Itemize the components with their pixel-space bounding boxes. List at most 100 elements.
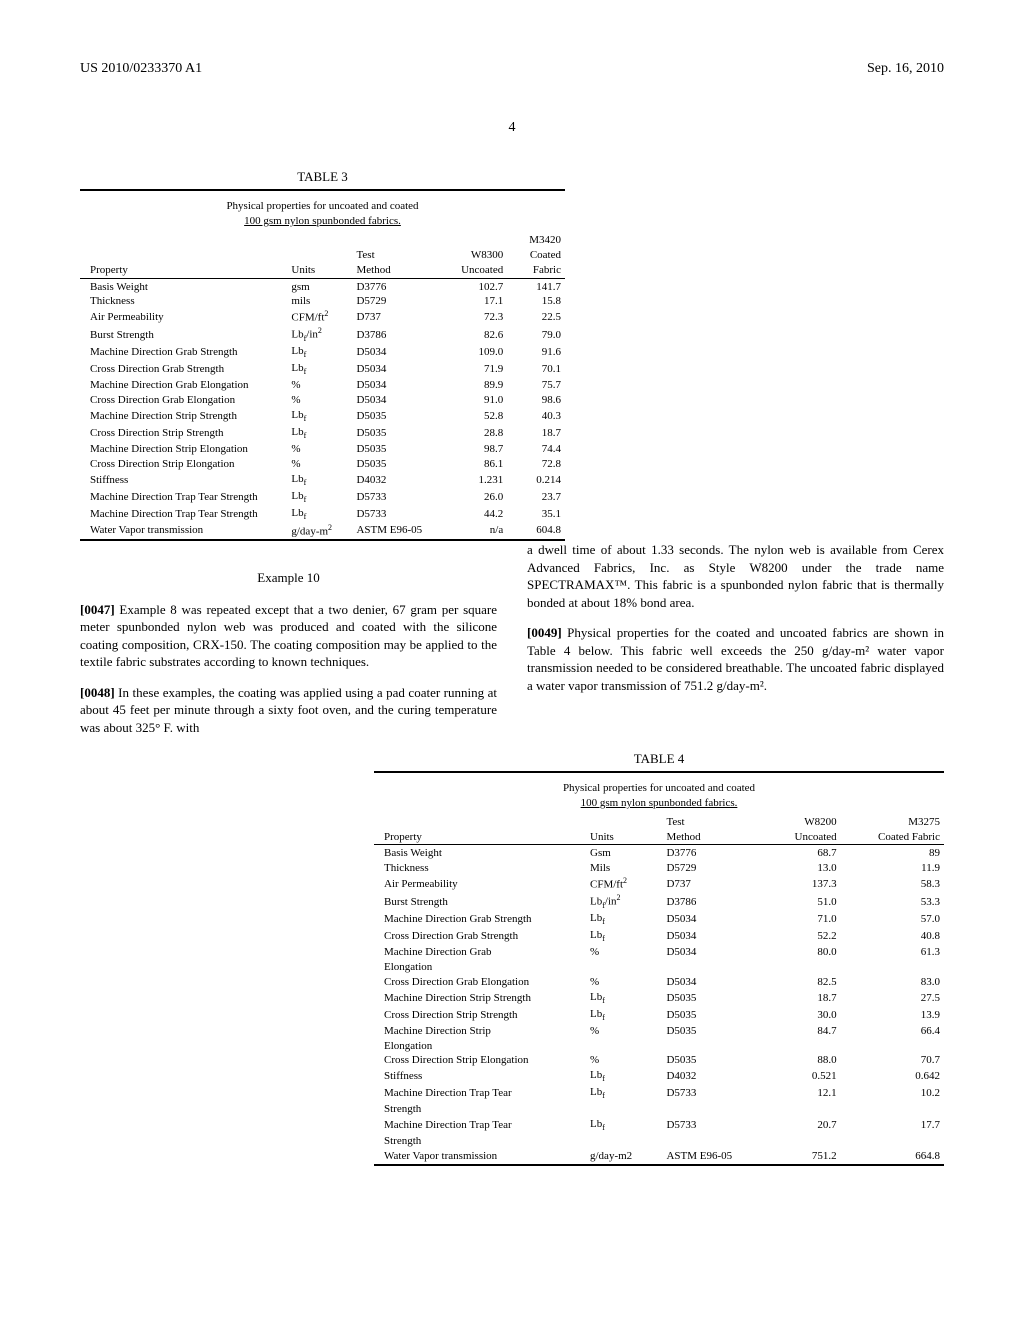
cell-method: D5034 <box>656 911 761 928</box>
cell-units: Lbf <box>580 911 656 928</box>
cell-units: Lbf <box>580 1007 656 1024</box>
cell-val2: 35.1 <box>507 506 565 523</box>
cell-method: D5729 <box>656 861 761 876</box>
table-row: Machine Direction Strip StrengthLbfD5035… <box>80 408 565 425</box>
cell-units: % <box>281 457 346 472</box>
cell-method: D5035 <box>656 990 761 1007</box>
para-0048-cont: a dwell time of about 1.33 seconds. The … <box>527 541 944 611</box>
cell-method: ASTM E96-05 <box>656 1149 761 1164</box>
cell-val1: 13.0 <box>762 861 841 876</box>
table-row: Machine Direction Grab StrengthLbfD50347… <box>374 911 944 928</box>
cell-val2: 53.3 <box>841 893 944 912</box>
cell-units: Lbf <box>281 344 346 361</box>
table-row: Machine Direction Grab%D503480.061.3 <box>374 945 944 960</box>
cell-units: % <box>580 945 656 960</box>
cell-property: Cross Direction Grab Strength <box>374 928 580 945</box>
cell-units: Lbf <box>580 1117 656 1134</box>
col-uncoated: W8200Uncoated <box>762 815 841 845</box>
cell-method: D5034 <box>346 344 438 361</box>
cell-method: D3776 <box>346 280 438 295</box>
table-row: Water Vapor transmissiong/day-m2ASTM E96… <box>374 1149 944 1164</box>
table-3-caption: Physical properties for uncoated and coa… <box>80 193 565 233</box>
cell-property: Basis Weight <box>374 846 580 861</box>
cell-method <box>656 1102 761 1117</box>
cell-property: Stiffness <box>374 1068 580 1085</box>
cell-val1: 137.3 <box>762 876 841 893</box>
col-method: TestMethod <box>656 815 761 845</box>
cell-val1: 20.7 <box>762 1117 841 1134</box>
cell-method: D5035 <box>656 1007 761 1024</box>
cell-val1: 82.5 <box>762 975 841 990</box>
para-0047: [0047] Example 8 was repeated except tha… <box>80 601 497 671</box>
table-row: Cross Direction Strip Elongation%D503588… <box>374 1053 944 1068</box>
cell-units: Lbf/in2 <box>281 326 346 345</box>
cell-property: Basis Weight <box>80 280 281 295</box>
cell-units: g/day-m2 <box>281 523 346 540</box>
cell-val1: 52.8 <box>438 408 507 425</box>
cell-val2: 604.8 <box>507 523 565 540</box>
cell-val2: 74.4 <box>507 442 565 457</box>
cell-units: Lbf <box>281 506 346 523</box>
cell-property: Machine Direction Trap Tear Strength <box>80 489 281 506</box>
cell-val2: 98.6 <box>507 393 565 408</box>
cell-val1: 88.0 <box>762 1053 841 1068</box>
table-row: Machine Direction Grab StrengthLbfD50341… <box>80 344 565 361</box>
table-row: Strength <box>374 1102 944 1117</box>
table-row: Air PermeabilityCFM/ft2D73772.322.5 <box>80 309 565 326</box>
cell-val1: 68.7 <box>762 846 841 861</box>
cell-val1: 84.7 <box>762 1024 841 1039</box>
cell-property: Strength <box>374 1102 580 1117</box>
cell-units: Lbf <box>281 489 346 506</box>
cell-property: Strength <box>374 1134 580 1149</box>
table-row: Machine Direction Trap Tear StrengthLbfD… <box>80 489 565 506</box>
table-row: Machine Direction Strip StrengthLbfD5035… <box>374 990 944 1007</box>
cell-method: D5034 <box>346 393 438 408</box>
cell-property: Machine Direction Grab Strength <box>80 344 281 361</box>
left-column: Example 10 [0047] Example 8 was repeated… <box>80 541 497 749</box>
table-row: StiffnessLbfD40320.5210.642 <box>374 1068 944 1085</box>
cell-units: Mils <box>580 861 656 876</box>
cell-val2: 0.642 <box>841 1068 944 1085</box>
cell-val1: 86.1 <box>438 457 507 472</box>
cell-units <box>580 1102 656 1117</box>
cell-property: Cross Direction Grab Elongation <box>374 975 580 990</box>
cell-val1: 98.7 <box>438 442 507 457</box>
cell-property: Cross Direction Grab Strength <box>80 361 281 378</box>
table-row: Water Vapor transmissiong/day-m2ASTM E96… <box>80 523 565 540</box>
cell-method: D5034 <box>656 975 761 990</box>
cell-method: D737 <box>346 309 438 326</box>
cell-val1 <box>762 960 841 975</box>
cell-val2: 15.8 <box>507 294 565 309</box>
cell-units: Lbf <box>580 990 656 1007</box>
table-row: Strength <box>374 1134 944 1149</box>
cell-method: D5035 <box>346 457 438 472</box>
col-uncoated: W8300Uncoated <box>438 233 507 278</box>
cell-method <box>656 1039 761 1054</box>
cell-property: Cross Direction Strip Strength <box>80 425 281 442</box>
cell-val2: 70.7 <box>841 1053 944 1068</box>
cell-method: D5035 <box>346 442 438 457</box>
col-property: Property <box>80 233 281 278</box>
cell-units <box>580 960 656 975</box>
cell-property: Machine Direction Grab Elongation <box>80 378 281 393</box>
cell-val1: 44.2 <box>438 506 507 523</box>
cell-val2: 61.3 <box>841 945 944 960</box>
cell-units: Gsm <box>580 846 656 861</box>
body-text-columns: Example 10 [0047] Example 8 was repeated… <box>80 541 944 749</box>
cell-units: Lbf <box>580 1068 656 1085</box>
table-row: Basis WeightGsmD377668.789 <box>374 846 944 861</box>
pub-date: Sep. 16, 2010 <box>867 60 944 79</box>
table-row: StiffnessLbfD40321.2310.214 <box>80 472 565 489</box>
cell-val1: 18.7 <box>762 990 841 1007</box>
col-coated: M3275Coated Fabric <box>841 815 944 845</box>
cell-val1 <box>762 1134 841 1149</box>
table-row: Cross Direction Strip StrengthLbfD503530… <box>374 1007 944 1024</box>
col-method: TestMethod <box>346 233 438 278</box>
cell-method: D5035 <box>656 1024 761 1039</box>
cell-method: D5035 <box>656 1053 761 1068</box>
cell-property: Thickness <box>374 861 580 876</box>
table-row: Machine Direction Grab Elongation%D50348… <box>80 378 565 393</box>
cell-val1: 30.0 <box>762 1007 841 1024</box>
cell-val2: 72.8 <box>507 457 565 472</box>
cell-method: D4032 <box>656 1068 761 1085</box>
